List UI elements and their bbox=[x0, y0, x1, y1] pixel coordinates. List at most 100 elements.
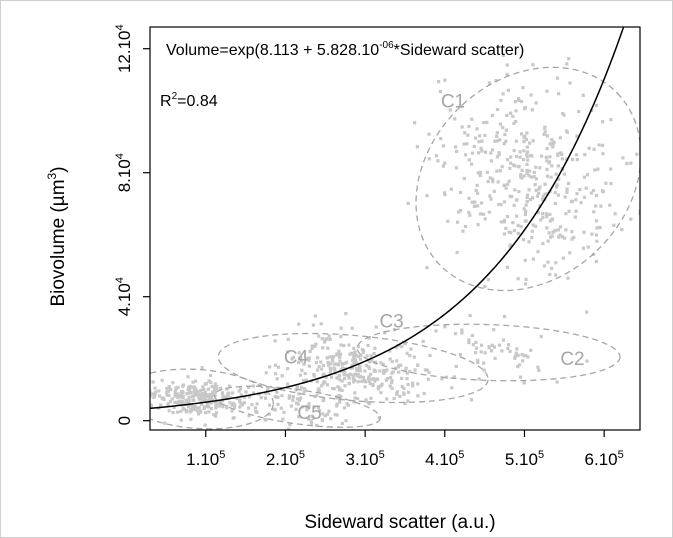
data-point bbox=[505, 63, 509, 67]
data-point bbox=[570, 230, 574, 234]
data-point bbox=[513, 100, 517, 104]
data-point bbox=[501, 53, 505, 57]
data-point bbox=[527, 240, 531, 244]
data-point bbox=[400, 376, 404, 380]
data-point bbox=[314, 361, 318, 365]
data-point bbox=[503, 132, 507, 136]
data-point bbox=[453, 117, 457, 121]
data-point bbox=[351, 358, 355, 362]
data-point bbox=[543, 192, 547, 196]
data-point bbox=[506, 346, 510, 350]
plot-area bbox=[150, 27, 640, 430]
data-point bbox=[339, 334, 343, 339]
data-point bbox=[321, 412, 325, 416]
data-point bbox=[302, 390, 306, 394]
data-point bbox=[321, 398, 325, 403]
data-point bbox=[348, 352, 352, 356]
data-point bbox=[495, 107, 500, 112]
data-point bbox=[492, 328, 496, 332]
data-point bbox=[533, 224, 538, 228]
data-point bbox=[439, 137, 443, 141]
data-point bbox=[548, 212, 552, 216]
data-point bbox=[167, 393, 171, 397]
data-point bbox=[604, 181, 608, 185]
data-point bbox=[190, 394, 194, 398]
data-point bbox=[328, 366, 332, 370]
data-point bbox=[197, 412, 201, 416]
data-point bbox=[448, 108, 452, 112]
data-point bbox=[490, 343, 494, 347]
data-point bbox=[496, 180, 500, 184]
data-point bbox=[488, 176, 492, 180]
data-point bbox=[543, 182, 547, 186]
data-point bbox=[388, 384, 392, 388]
data-point bbox=[388, 349, 392, 353]
data-point bbox=[328, 362, 332, 366]
data-point bbox=[317, 387, 321, 391]
data-point bbox=[505, 72, 509, 76]
data-point bbox=[514, 198, 519, 202]
data-point bbox=[579, 201, 583, 205]
data-point bbox=[560, 157, 564, 161]
data-point bbox=[517, 97, 521, 101]
data-point bbox=[176, 402, 180, 406]
data-point bbox=[350, 351, 354, 355]
data-point bbox=[301, 379, 306, 383]
data-point bbox=[595, 226, 599, 230]
data-point bbox=[478, 134, 482, 138]
data-point bbox=[467, 158, 471, 162]
data-point bbox=[485, 170, 489, 174]
data-point bbox=[473, 200, 477, 204]
data-point bbox=[306, 356, 310, 360]
data-point bbox=[264, 391, 268, 396]
data-point bbox=[582, 175, 586, 179]
data-point bbox=[425, 194, 429, 198]
data-point bbox=[479, 343, 484, 347]
data-point bbox=[495, 131, 499, 135]
data-point bbox=[338, 388, 342, 392]
data-point bbox=[506, 88, 510, 92]
data-point bbox=[525, 199, 529, 204]
data-point bbox=[541, 241, 545, 246]
data-point bbox=[563, 195, 567, 199]
data-point bbox=[568, 251, 572, 255]
data-point bbox=[482, 121, 486, 125]
data-point bbox=[305, 408, 309, 412]
data-point bbox=[517, 231, 521, 236]
data-point bbox=[228, 401, 232, 405]
data-point bbox=[313, 314, 317, 318]
data-point bbox=[228, 384, 232, 388]
data-point bbox=[521, 86, 525, 90]
data-point bbox=[352, 355, 356, 359]
data-point bbox=[189, 417, 193, 421]
data-point bbox=[303, 372, 307, 376]
data-point bbox=[520, 352, 524, 357]
data-point bbox=[279, 406, 283, 410]
data-point bbox=[526, 158, 530, 162]
data-point bbox=[282, 410, 286, 414]
data-point bbox=[305, 404, 309, 409]
data-point bbox=[239, 387, 243, 391]
data-point bbox=[190, 405, 195, 409]
data-point bbox=[232, 416, 236, 420]
data-point bbox=[597, 143, 601, 147]
data-point bbox=[587, 146, 591, 150]
data-point bbox=[584, 186, 588, 190]
data-point bbox=[395, 390, 399, 394]
data-point bbox=[511, 114, 515, 118]
data-point bbox=[378, 369, 382, 373]
data-point bbox=[470, 162, 474, 166]
data-point bbox=[601, 120, 605, 124]
data-point bbox=[320, 337, 324, 341]
data-point bbox=[523, 219, 527, 223]
data-point bbox=[490, 148, 495, 152]
data-point bbox=[555, 76, 560, 80]
data-point bbox=[609, 167, 613, 171]
data-point bbox=[462, 142, 466, 146]
data-point bbox=[557, 235, 561, 239]
data-point bbox=[351, 376, 355, 381]
data-point bbox=[354, 367, 359, 371]
data-point bbox=[550, 164, 554, 168]
data-point bbox=[211, 390, 215, 394]
x-tick-label: 4.105 bbox=[425, 449, 464, 469]
